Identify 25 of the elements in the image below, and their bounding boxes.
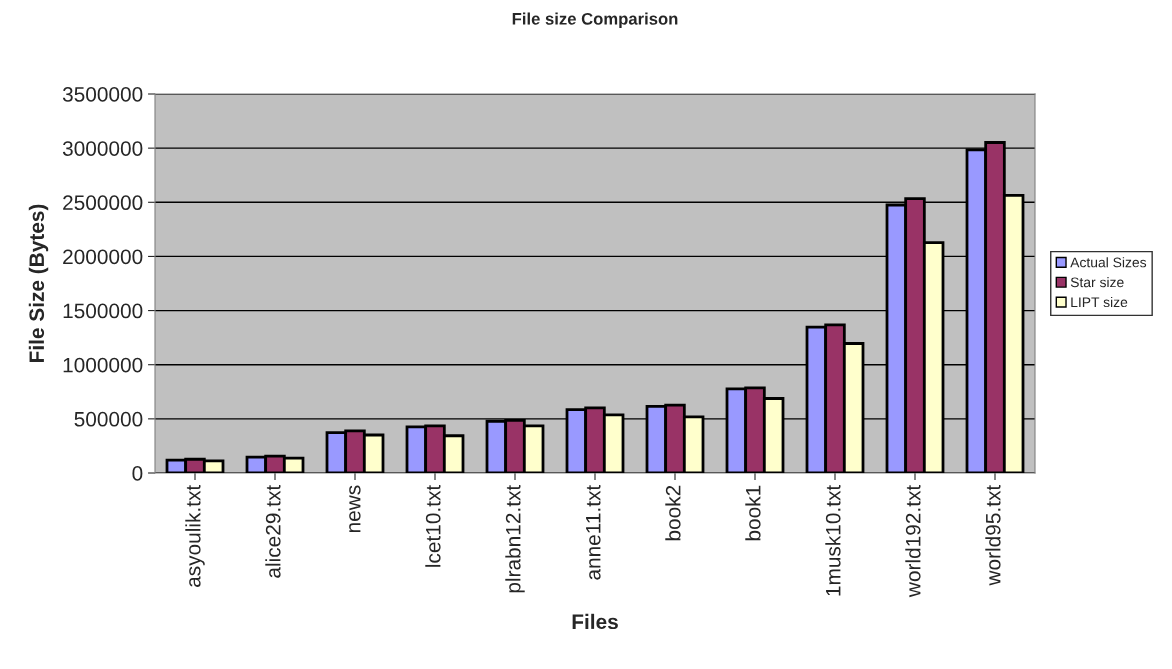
x-tick-label: 1musk10.txt — [825, 484, 841, 596]
legend-label: LIPT size — [1071, 296, 1128, 308]
x-tick-label: world192.txt — [905, 484, 921, 598]
x-tick-label: alice29.txt — [265, 484, 281, 578]
y-tick-label: 500000 — [74, 411, 143, 427]
x-tick-label: world95.txt — [985, 484, 1001, 586]
x-tick-label: news — [349, 485, 361, 533]
y-axis-title: File Size (Bytes) — [28, 204, 49, 362]
y-tick-label: 1000000 — [63, 357, 143, 373]
legend-label: Actual Sizes — [1070, 257, 1147, 268]
x-tick-label: plrabn12.txt — [505, 484, 525, 593]
y-tick-label: 1500000 — [63, 303, 143, 319]
x-tick-label: book1 — [745, 485, 761, 541]
x-tick-label: anne11.txt — [586, 484, 601, 580]
x-tick-label: book2 — [665, 485, 681, 541]
x-axis-title: Files — [572, 613, 618, 630]
x-tick-label: lcet10.txt — [425, 484, 441, 567]
x-tick-label: asyoulik.txt — [185, 484, 205, 587]
y-tick-label: 0 — [132, 466, 143, 481]
y-tick-label: 3000000 — [62, 141, 143, 156]
chart-title: File size Comparison — [512, 12, 678, 29]
y-tick-label: 2000000 — [63, 249, 143, 265]
legend-label: Star size — [1070, 277, 1124, 288]
y-tick-label: 3500000 — [62, 87, 143, 102]
y-tick-label: 2500000 — [63, 195, 143, 211]
